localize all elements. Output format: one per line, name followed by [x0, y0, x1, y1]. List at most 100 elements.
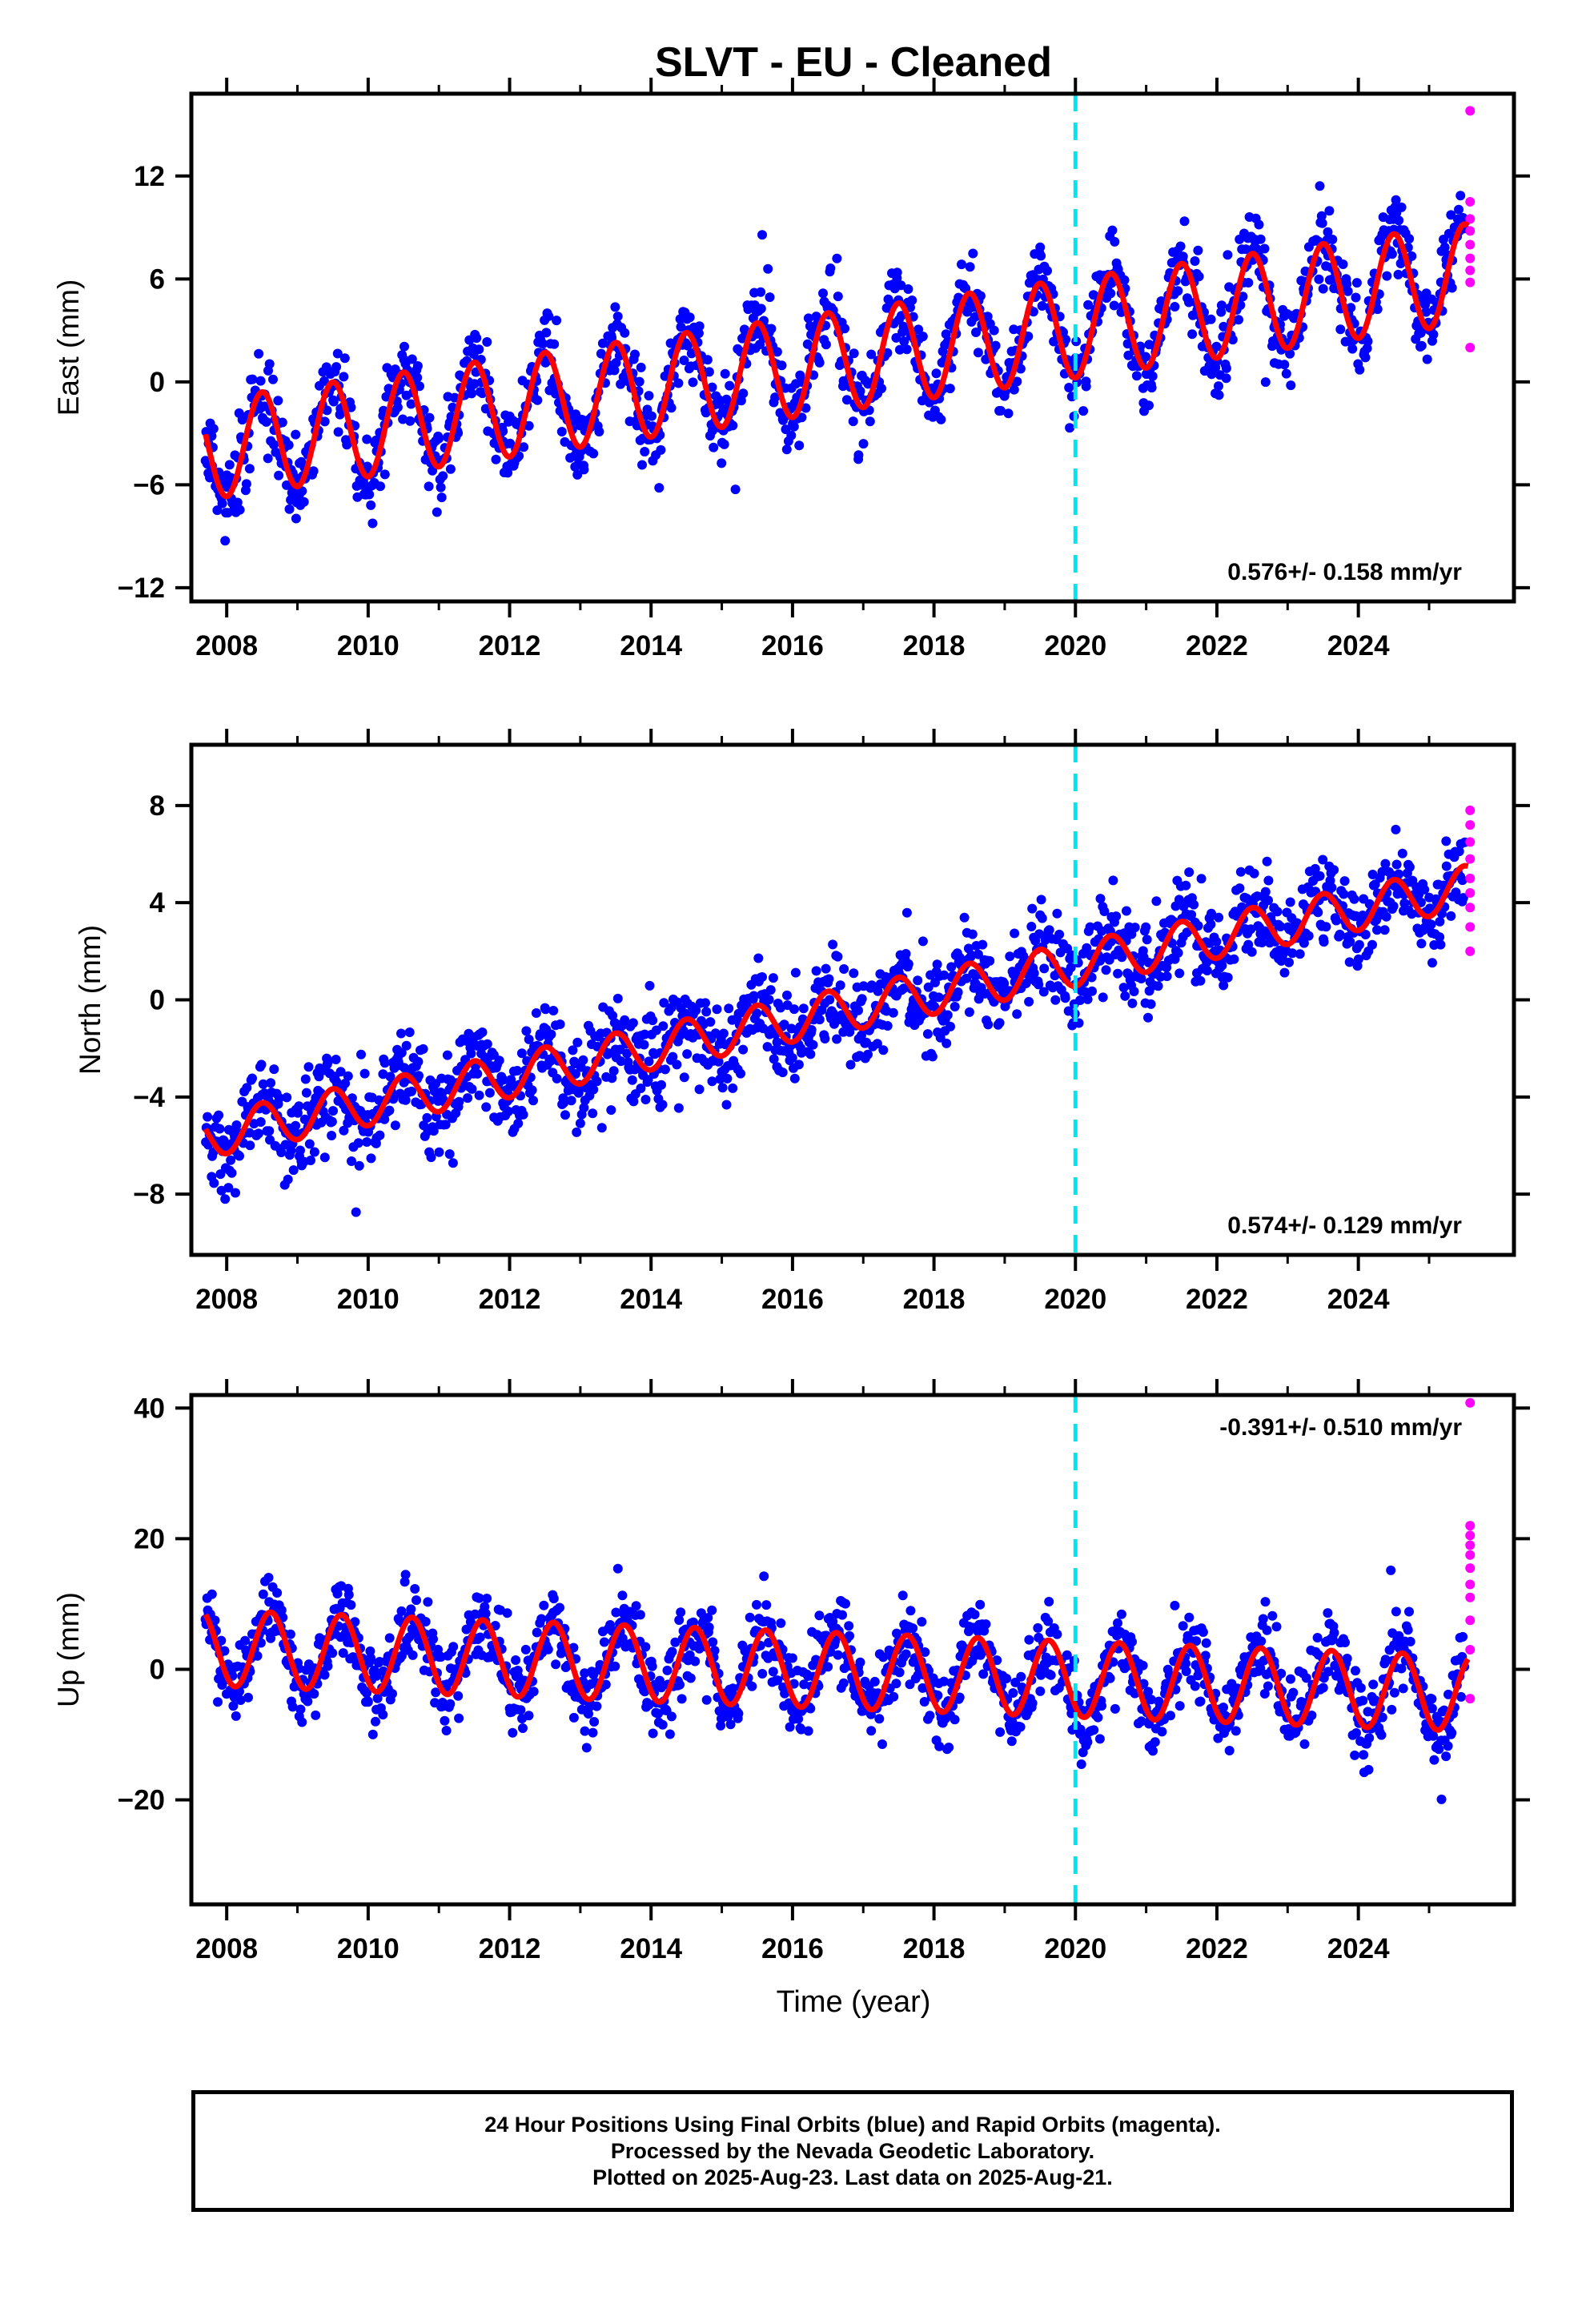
- x-tick-label: 2024: [1327, 1284, 1390, 1315]
- final-orbit-point: [936, 414, 946, 424]
- final-orbit-point: [263, 1573, 274, 1582]
- final-orbit-point: [606, 1105, 616, 1116]
- final-orbit-point: [579, 464, 589, 475]
- final-orbit-point: [1262, 856, 1272, 866]
- final-orbit-point: [1419, 884, 1430, 895]
- final-orbit-point: [982, 312, 993, 322]
- final-orbit-point: [482, 337, 492, 347]
- final-orbit-point: [339, 353, 350, 364]
- final-orbit-point: [1088, 290, 1098, 300]
- final-orbit-point: [210, 1615, 220, 1626]
- final-orbit-point: [1243, 939, 1254, 950]
- final-orbit-point: [1436, 1794, 1447, 1804]
- final-orbit-point: [1367, 939, 1377, 950]
- final-orbit-point: [276, 1605, 287, 1615]
- final-orbit-point: [365, 1646, 375, 1656]
- final-orbit-point: [931, 368, 942, 379]
- final-orbit-point: [524, 1711, 534, 1721]
- final-orbit-point: [685, 1673, 696, 1683]
- final-orbit-point: [1099, 907, 1110, 916]
- final-orbit-point: [1421, 307, 1431, 317]
- final-orbit-point: [518, 1109, 528, 1120]
- final-orbit-point: [332, 348, 343, 359]
- final-orbit-point: [1275, 922, 1286, 931]
- final-orbit-point: [323, 1661, 333, 1671]
- final-orbit-point: [440, 1715, 450, 1726]
- final-orbit-point: [1127, 1637, 1137, 1647]
- rapid-orbit-point: [1465, 253, 1476, 263]
- final-orbit-point: [1170, 1600, 1180, 1610]
- final-orbit-point: [231, 1120, 242, 1130]
- final-orbit-point: [518, 1723, 528, 1733]
- final-orbit-point: [1263, 895, 1273, 906]
- final-orbit-point: [797, 412, 807, 423]
- final-orbit-point: [768, 1667, 778, 1677]
- final-orbit-point: [240, 1635, 251, 1646]
- final-orbit-point: [319, 1670, 330, 1680]
- final-orbit-point: [379, 1058, 390, 1068]
- final-orbit-point: [942, 1038, 952, 1048]
- final-orbit-point: [717, 1083, 728, 1093]
- final-orbit-point: [917, 936, 928, 947]
- footer-line-3: Plotted on 2025-Aug-23. Last data on 202…: [592, 2165, 1113, 2189]
- final-orbit-point: [894, 1667, 905, 1678]
- final-orbit-point: [1037, 301, 1047, 311]
- final-orbit-point: [436, 482, 446, 493]
- final-orbit-point: [660, 1064, 670, 1075]
- final-orbit-point: [596, 1123, 607, 1133]
- final-orbit-point: [1214, 381, 1223, 392]
- final-orbit-point: [503, 468, 513, 478]
- final-orbit-point: [701, 1007, 712, 1017]
- final-orbit-point: [1456, 191, 1466, 201]
- final-orbit-point: [1351, 1666, 1360, 1676]
- final-orbit-point: [757, 230, 767, 240]
- final-orbit-point: [364, 489, 375, 500]
- final-orbit-point: [1255, 1663, 1266, 1674]
- final-orbit-point: [825, 995, 835, 1005]
- final-orbit-point: [1387, 1704, 1397, 1715]
- final-orbit-point: [701, 998, 710, 1008]
- final-orbit-point: [944, 1743, 954, 1752]
- final-orbit-point: [254, 348, 264, 359]
- final-orbit-point: [896, 280, 906, 291]
- final-orbit-point: [1249, 868, 1259, 879]
- final-orbit-point: [919, 1697, 930, 1707]
- final-orbit-point: [287, 1702, 298, 1712]
- final-orbit-point: [759, 1571, 769, 1582]
- final-orbit-point: [338, 1648, 348, 1659]
- final-orbit-point: [1377, 866, 1387, 877]
- final-orbit-point: [789, 1073, 800, 1084]
- final-orbit-point: [228, 1701, 239, 1711]
- final-orbit-point: [413, 1056, 424, 1067]
- final-orbit-point: [1396, 202, 1407, 212]
- final-orbit-point: [1113, 968, 1123, 979]
- final-orbit-point: [599, 1637, 609, 1647]
- final-orbit-point: [463, 1093, 473, 1104]
- y-tick-label: −20: [118, 1785, 165, 1816]
- model-fit-line: [203, 1609, 1471, 1733]
- final-orbit-point: [733, 1708, 744, 1719]
- final-orbit-point: [1340, 1638, 1350, 1647]
- final-orbit-point: [434, 433, 444, 444]
- final-orbit-point: [995, 1727, 1006, 1737]
- final-orbit-point: [283, 1174, 293, 1184]
- final-orbit-point: [728, 1683, 738, 1694]
- final-orbit-point: [311, 1710, 321, 1720]
- final-orbit-point: [438, 471, 448, 481]
- final-orbit-point: [1151, 896, 1162, 907]
- final-orbit-point: [636, 1084, 646, 1093]
- final-orbit-point: [420, 1617, 431, 1626]
- final-orbit-point: [728, 420, 738, 431]
- final-orbit-point: [1422, 354, 1432, 364]
- final-orbit-point: [673, 378, 684, 388]
- final-orbit-point: [908, 1623, 918, 1634]
- final-orbit-point: [215, 1124, 225, 1134]
- final-orbit-point: [693, 328, 704, 339]
- final-orbit-point: [572, 469, 583, 480]
- final-orbit-point: [644, 1056, 654, 1067]
- final-orbit-point: [1186, 910, 1197, 920]
- rapid-orbits-series: [1465, 805, 1476, 956]
- final-orbit-point: [546, 1029, 556, 1039]
- final-orbit-point: [385, 1072, 396, 1082]
